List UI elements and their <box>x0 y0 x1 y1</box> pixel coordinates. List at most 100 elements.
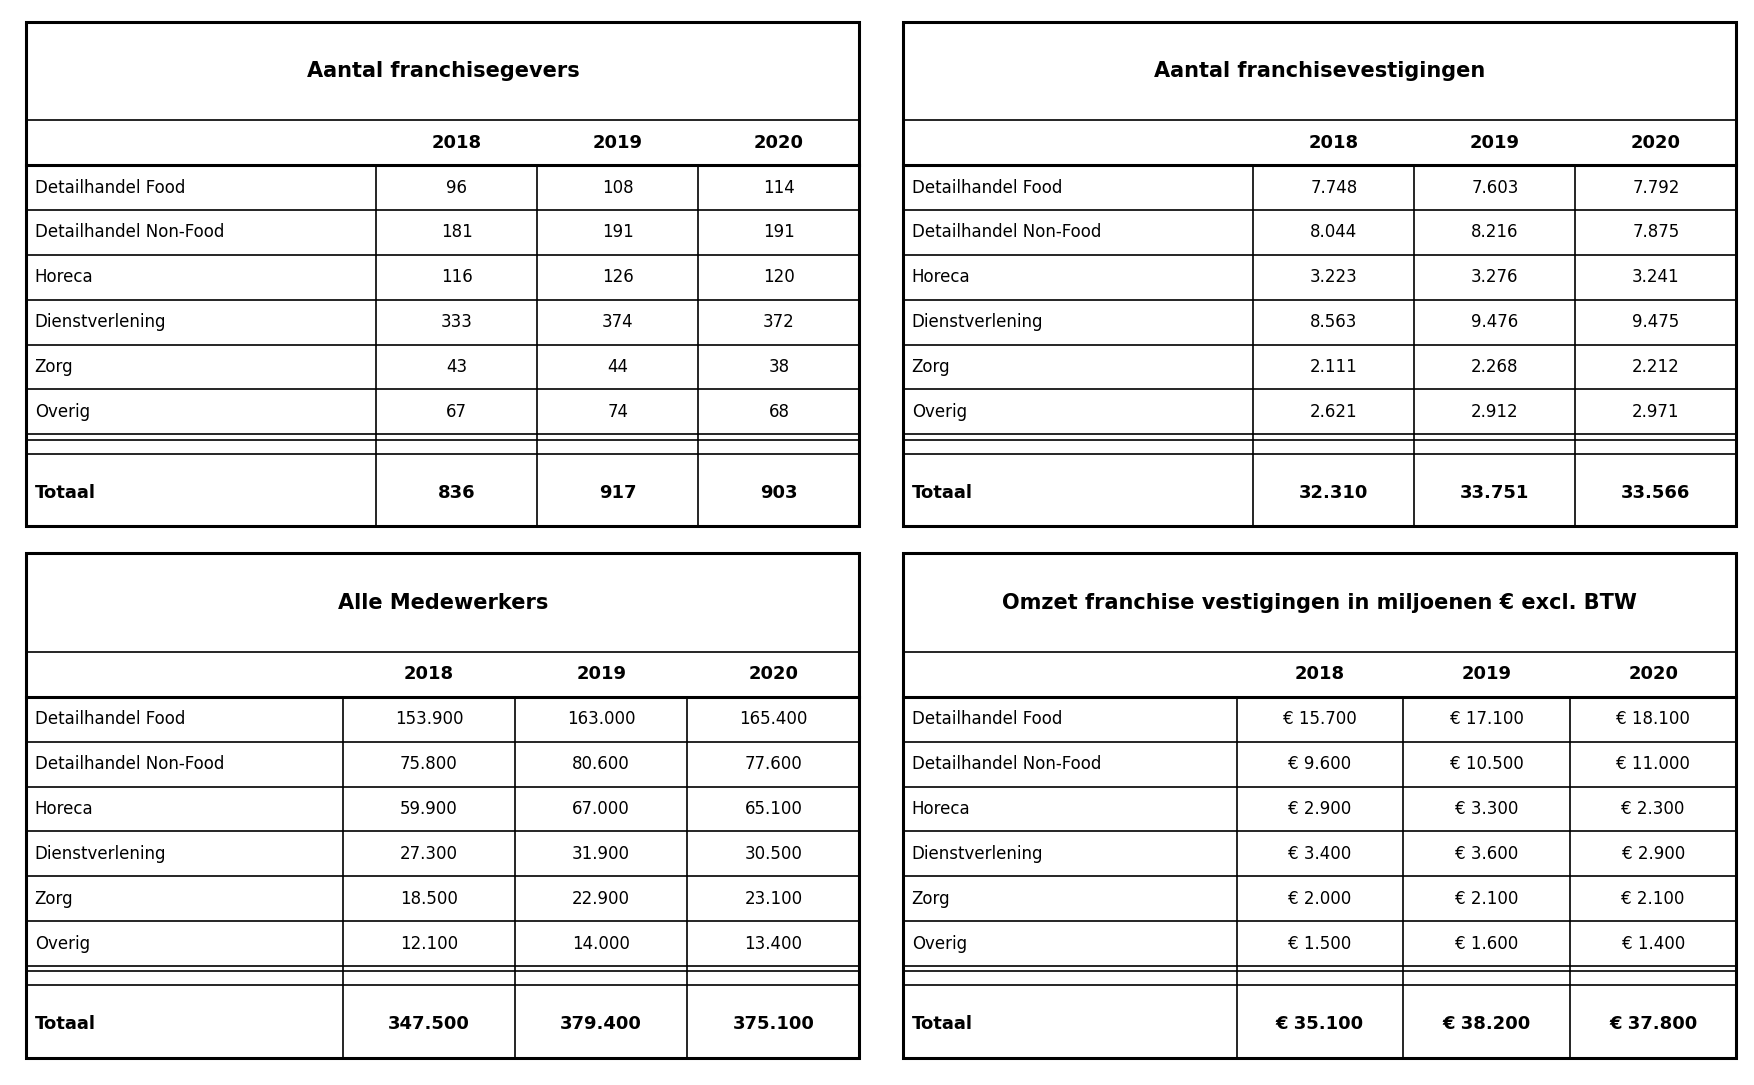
Text: Omzet franchise vestigingen in miljoenen € excl. BTW: Omzet franchise vestigingen in miljoenen… <box>1003 592 1636 613</box>
Text: 22.900: 22.900 <box>572 890 630 908</box>
Text: € 2.900: € 2.900 <box>1621 845 1686 863</box>
Text: Totaal: Totaal <box>35 484 96 501</box>
Text: € 2.100: € 2.100 <box>1454 890 1519 908</box>
Text: 379.400: 379.400 <box>560 1016 642 1033</box>
Text: 9.475: 9.475 <box>1633 314 1680 331</box>
Text: 7.603: 7.603 <box>1472 179 1519 196</box>
Text: 2.912: 2.912 <box>1472 403 1519 421</box>
Text: Dienstverlening: Dienstverlening <box>912 314 1044 331</box>
Text: Overig: Overig <box>912 934 966 953</box>
Text: € 1.600: € 1.600 <box>1454 934 1519 953</box>
Text: Detailhandel Non-Food: Detailhandel Non-Food <box>35 224 225 242</box>
Text: 27.300: 27.300 <box>400 845 458 863</box>
Text: 2020: 2020 <box>1631 133 1680 152</box>
Text: Dienstverlening: Dienstverlening <box>35 314 167 331</box>
Text: 191: 191 <box>763 224 795 242</box>
Text: 333: 333 <box>440 314 474 331</box>
Text: 375.100: 375.100 <box>733 1016 814 1033</box>
Text: 65.100: 65.100 <box>744 800 802 818</box>
Text: 2020: 2020 <box>1628 665 1679 684</box>
Text: Totaal: Totaal <box>912 484 973 501</box>
Text: € 17.100: € 17.100 <box>1449 711 1524 728</box>
Text: € 10.500: € 10.500 <box>1449 755 1524 774</box>
Text: 30.500: 30.500 <box>744 845 802 863</box>
Text: 116: 116 <box>440 268 472 286</box>
Text: 903: 903 <box>759 484 798 501</box>
Text: 2020: 2020 <box>754 133 803 152</box>
Text: 8.216: 8.216 <box>1472 224 1519 242</box>
Text: 33.566: 33.566 <box>1621 484 1691 501</box>
Text: 372: 372 <box>763 314 795 331</box>
Text: Zorg: Zorg <box>35 358 74 376</box>
Text: € 1.400: € 1.400 <box>1621 934 1686 953</box>
Text: 67: 67 <box>446 403 467 421</box>
Text: € 9.600: € 9.600 <box>1289 755 1351 774</box>
Text: Dienstverlening: Dienstverlening <box>912 845 1044 863</box>
Text: 2019: 2019 <box>1461 665 1512 684</box>
Text: Zorg: Zorg <box>35 890 74 908</box>
Text: 32.310: 32.310 <box>1300 484 1368 501</box>
Text: 2018: 2018 <box>431 133 482 152</box>
Text: Aantal franchisevestigingen: Aantal franchisevestigingen <box>1154 61 1486 81</box>
Text: 9.476: 9.476 <box>1472 314 1519 331</box>
Text: € 37.800: € 37.800 <box>1608 1016 1698 1033</box>
Text: 153.900: 153.900 <box>395 711 463 728</box>
Text: 38: 38 <box>768 358 789 376</box>
Text: 12.100: 12.100 <box>400 934 458 953</box>
Text: 43: 43 <box>446 358 467 376</box>
Text: Horeca: Horeca <box>912 800 970 818</box>
Text: Aantal franchisegevers: Aantal franchisegevers <box>307 61 579 81</box>
Text: 7.748: 7.748 <box>1310 179 1358 196</box>
Text: 2019: 2019 <box>1470 133 1521 152</box>
Text: 126: 126 <box>602 268 633 286</box>
Text: 8.563: 8.563 <box>1310 314 1358 331</box>
Text: 33.751: 33.751 <box>1459 484 1529 501</box>
Text: Totaal: Totaal <box>35 1016 96 1033</box>
Text: 114: 114 <box>763 179 795 196</box>
Text: Horeca: Horeca <box>35 800 93 818</box>
Text: € 1.500: € 1.500 <box>1287 934 1352 953</box>
Text: € 35.100: € 35.100 <box>1275 1016 1365 1033</box>
Text: 74: 74 <box>607 403 628 421</box>
Text: 2.212: 2.212 <box>1631 358 1680 376</box>
Text: € 11.000: € 11.000 <box>1615 755 1691 774</box>
Text: 2.621: 2.621 <box>1310 403 1358 421</box>
Text: 836: 836 <box>438 484 475 501</box>
Text: 2018: 2018 <box>1294 665 1345 684</box>
Text: 3.223: 3.223 <box>1310 268 1358 286</box>
Text: 8.044: 8.044 <box>1310 224 1358 242</box>
Text: 2019: 2019 <box>575 665 626 684</box>
Text: Overig: Overig <box>35 403 89 421</box>
Text: Overig: Overig <box>912 403 966 421</box>
Text: 163.000: 163.000 <box>567 711 635 728</box>
Text: 181: 181 <box>440 224 472 242</box>
Text: 2018: 2018 <box>1308 133 1359 152</box>
Text: Detailhandel Non-Food: Detailhandel Non-Food <box>912 755 1102 774</box>
Text: 3.276: 3.276 <box>1472 268 1519 286</box>
Text: 31.900: 31.900 <box>572 845 630 863</box>
Text: 13.400: 13.400 <box>744 934 802 953</box>
Text: 7.875: 7.875 <box>1633 224 1680 242</box>
Text: € 15.700: € 15.700 <box>1282 711 1358 728</box>
Text: € 3.600: € 3.600 <box>1454 845 1519 863</box>
Text: 165.400: 165.400 <box>738 711 807 728</box>
Text: 75.800: 75.800 <box>400 755 458 774</box>
Text: 347.500: 347.500 <box>388 1016 470 1033</box>
Text: 80.600: 80.600 <box>572 755 630 774</box>
Text: € 2.100: € 2.100 <box>1621 890 1686 908</box>
Text: Horeca: Horeca <box>35 268 93 286</box>
Text: Alle Medewerkers: Alle Medewerkers <box>339 592 547 613</box>
Text: € 2.900: € 2.900 <box>1287 800 1352 818</box>
Text: 2.268: 2.268 <box>1472 358 1519 376</box>
Text: 2019: 2019 <box>593 133 644 152</box>
Text: 67.000: 67.000 <box>572 800 630 818</box>
Text: Zorg: Zorg <box>912 890 951 908</box>
Text: 96: 96 <box>446 179 467 196</box>
Text: 14.000: 14.000 <box>572 934 630 953</box>
Text: 108: 108 <box>602 179 633 196</box>
Text: € 3.400: € 3.400 <box>1287 845 1352 863</box>
Text: 2018: 2018 <box>403 665 454 684</box>
Text: 3.241: 3.241 <box>1633 268 1680 286</box>
Text: € 3.300: € 3.300 <box>1454 800 1519 818</box>
Text: Detailhandel Food: Detailhandel Food <box>912 179 1061 196</box>
